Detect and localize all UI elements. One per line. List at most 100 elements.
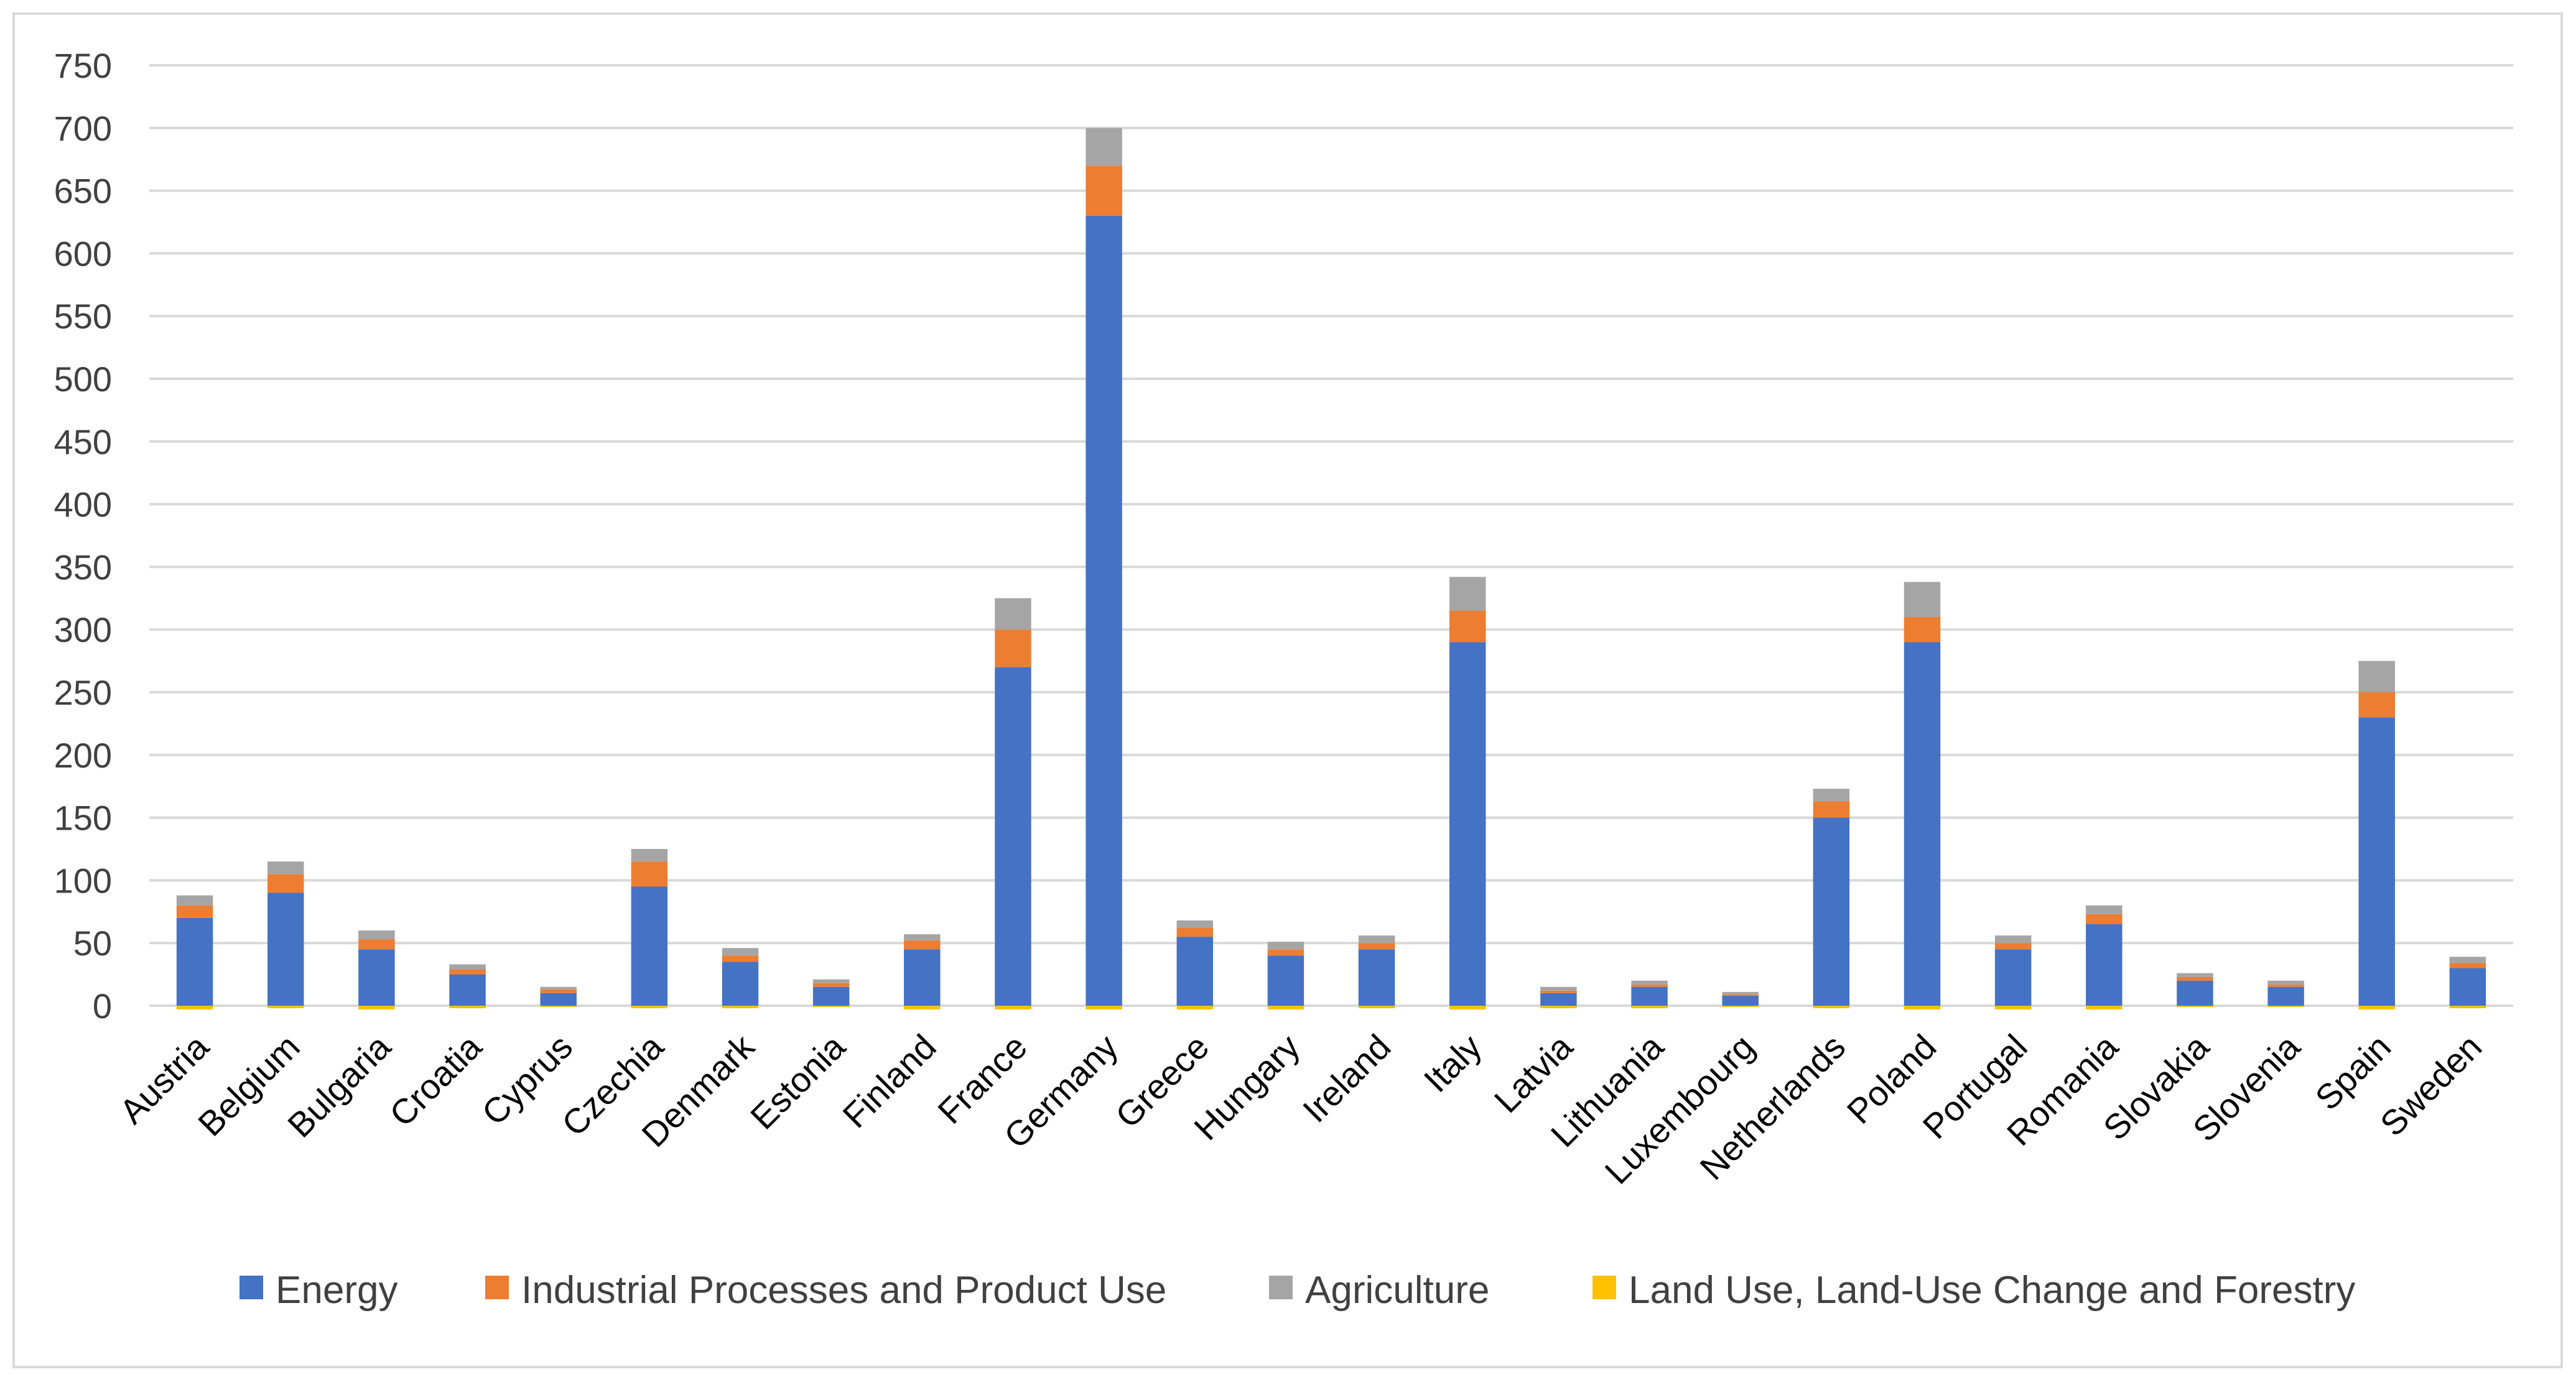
bar-segment: [540, 989, 577, 993]
bar-segment: [1176, 937, 1213, 1006]
bar-segment: [1631, 1006, 1668, 1009]
bar-segment: [1086, 215, 1122, 1006]
legend-label: Agriculture: [1305, 1269, 1489, 1312]
bar-segment: [631, 849, 668, 862]
bar-segment: [449, 969, 486, 975]
x-tick-label: Finland: [835, 1027, 943, 1135]
y-tick-label: 500: [54, 359, 112, 399]
x-tick-label: Italy: [1416, 1027, 1489, 1100]
bar-segment: [812, 979, 850, 983]
bar-segment: [1267, 955, 1304, 1006]
bar-segment: [2449, 968, 2486, 1006]
bar-segment: [2086, 914, 2123, 924]
bar-segment: [2177, 976, 2213, 981]
legend-swatch: [1269, 1276, 1293, 1299]
bar-segment: [1449, 642, 1486, 1006]
bar-segment: [722, 1006, 759, 1009]
bar-segment: [1813, 1006, 1850, 1009]
bar-segment: [1267, 949, 1304, 956]
x-tick-label: Sweden: [2373, 1027, 2490, 1144]
bar-segment: [1086, 165, 1122, 216]
y-tick-label: 300: [54, 610, 112, 649]
bar-segment: [1358, 943, 1395, 950]
bar-segment: [995, 667, 1031, 1006]
bar-segment: [2358, 661, 2395, 692]
bar-segment: [2086, 1006, 2123, 1010]
bar-segment: [1722, 994, 1759, 996]
legend: Energy Industrial Processes and Product U…: [239, 1269, 2355, 1312]
bar-segment: [540, 986, 577, 990]
bar-segment: [812, 986, 850, 1006]
y-tick-label: 250: [54, 673, 112, 712]
bars: [176, 128, 2486, 1010]
y-tick-label: 100: [54, 861, 112, 900]
y-tick-label: 750: [54, 46, 112, 85]
bar-segment: [904, 940, 941, 950]
x-tick-label: Ireland: [1295, 1027, 1398, 1130]
bar-segment: [722, 962, 759, 1006]
legend-label: Energy: [276, 1269, 398, 1312]
bar-segment: [631, 886, 668, 1006]
bar-segment: [1904, 617, 1941, 642]
bar-segment: [1449, 577, 1486, 611]
bar-segment: [1994, 949, 2032, 1006]
bar-segment: [812, 983, 850, 987]
bar-segment: [1722, 1006, 1759, 1008]
bar-segment: [722, 955, 759, 962]
y-tick-label: 650: [54, 172, 112, 211]
y-tick-label: 600: [54, 234, 112, 273]
y-axis: 0 50 100 150 200 250 300 350 400 450 500 550 600 650 7…: [54, 46, 112, 1026]
y-tick-label: 200: [54, 736, 112, 775]
bar-segment: [540, 1006, 577, 1008]
bar-segment: [267, 893, 304, 1006]
y-tick-label: 400: [54, 485, 112, 524]
bar-segment: [1904, 1006, 1941, 1010]
legend-swatch: [239, 1276, 263, 1299]
bar-segment: [1540, 993, 1577, 1006]
chart-frame: [12, 12, 2563, 1368]
bar-segment: [722, 948, 759, 956]
bar-segment: [358, 939, 395, 950]
y-tick-label: 350: [54, 547, 112, 587]
bar-segment: [1994, 943, 2032, 950]
bar-segment: [2358, 1006, 2395, 1010]
bar-segment: [2177, 973, 2213, 977]
bar-segment: [2177, 1006, 2213, 1008]
bar-segment: [1267, 942, 1304, 950]
x-tick-label: Croatia: [382, 1026, 490, 1134]
bar-segment: [2267, 980, 2304, 985]
bar-segment: [2449, 957, 2486, 963]
bar-segment: [449, 974, 486, 1006]
gridlines: [149, 64, 2513, 1007]
y-tick-label: 150: [54, 799, 112, 838]
bar-segment: [1086, 128, 1122, 166]
bar-segment: [2267, 1006, 2304, 1008]
legend-swatch: [1593, 1276, 1616, 1299]
bar-segment: [176, 905, 213, 918]
y-tick-label: 700: [54, 109, 112, 148]
bar-segment: [1449, 1006, 1486, 1010]
bar-segment: [1358, 1006, 1395, 1009]
bar-segment: [631, 1006, 668, 1009]
legend-label: Land Use, Land-Use Change and Forestry: [1629, 1269, 2355, 1312]
bar-segment: [267, 1006, 304, 1009]
bar-segment: [812, 1006, 850, 1008]
bar-segment: [449, 1006, 486, 1009]
bar-segment: [995, 629, 1031, 667]
bar-segment: [1086, 1006, 1122, 1010]
bar-segment: [2267, 986, 2304, 1006]
bar-segment: [1449, 610, 1486, 642]
bar-segment: [1813, 801, 1850, 818]
bar-segment: [358, 930, 395, 940]
bar-segment: [904, 949, 941, 1006]
bar-segment: [2449, 963, 2486, 968]
bar-segment: [1358, 949, 1395, 1006]
x-axis: AustriaBelgiumBulgariaCroatiaCyprusCzech…: [112, 1026, 2490, 1191]
bar-segment: [1813, 817, 1850, 1006]
bar-segment: [1176, 1006, 1213, 1010]
bar-segment: [1540, 990, 1577, 993]
bar-segment: [1176, 928, 1213, 937]
y-tick-label: 450: [54, 422, 112, 461]
bar-segment: [267, 861, 304, 874]
